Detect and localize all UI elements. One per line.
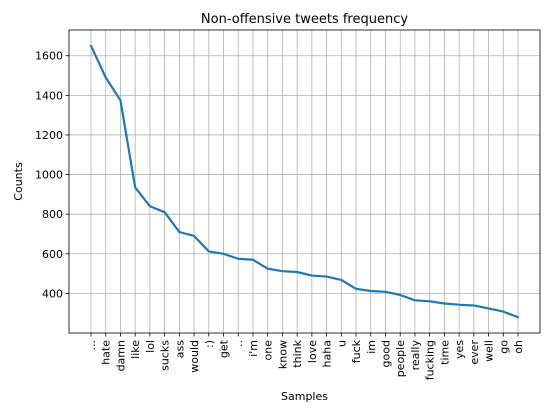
x-tick-label: ever: [468, 340, 481, 365]
x-tick-label: fuck: [350, 339, 363, 363]
series-layer: [89, 44, 520, 319]
x-axis-title: Samples: [281, 390, 328, 403]
x-tick-label: good: [379, 340, 392, 367]
x-tick-label: get: [218, 339, 231, 358]
y-axis-title: Counts: [12, 162, 25, 201]
y-tick-label: 1200: [35, 129, 63, 142]
y-tick-label: 800: [42, 208, 63, 221]
x-tick-label: yes: [453, 340, 466, 359]
x-tick-label: :): [203, 340, 216, 348]
y-tick-label: 1600: [35, 50, 63, 63]
x-tick-label: know: [276, 340, 289, 369]
series-line: [89, 44, 520, 319]
x-tick-label: damn: [114, 340, 127, 371]
x-tick-label: think: [291, 339, 304, 367]
x-tick-label: people: [394, 340, 407, 378]
x-tick-label: would: [188, 340, 201, 373]
x-tick-label: hate: [100, 340, 113, 365]
x-tick-label: haha: [321, 340, 334, 367]
x-tick-label: lol: [144, 340, 157, 353]
x-tick-label: im: [365, 340, 378, 354]
x-tick-label: ass: [173, 340, 186, 358]
y-tick-label: 1400: [35, 89, 63, 102]
y-tick-label: 400: [42, 287, 63, 300]
x-tick-label: fucking: [424, 340, 437, 380]
x-tick-label: really: [409, 340, 422, 371]
axes-frame: [68, 29, 541, 334]
chart-title: Non-offensive tweets frequency: [201, 12, 408, 27]
x-tick-label: i'm: [247, 340, 260, 357]
x-tick-label: well: [483, 340, 496, 362]
x-tick-label: ..: [232, 340, 245, 347]
x-tick-label: sucks: [159, 340, 172, 371]
grid: [69, 30, 540, 333]
x-axis: ... hate damn like lol sucks ass would:) get.. i'…: [85, 333, 525, 380]
y-tick-label: 600: [42, 248, 63, 261]
x-tick-label: oh: [512, 340, 525, 354]
x-tick-label: go: [497, 340, 510, 354]
x-tick-label: like: [129, 340, 142, 359]
x-tick-label: u: [335, 340, 348, 347]
x-tick-label: time: [438, 340, 451, 365]
y-axis: 400 600 800 1000 1200 1400 1600: [35, 50, 69, 300]
x-tick-label: love: [306, 340, 319, 363]
x-tick-label: ...: [85, 340, 98, 351]
y-tick-label: 1000: [35, 169, 63, 182]
x-tick-label: one: [262, 340, 275, 361]
